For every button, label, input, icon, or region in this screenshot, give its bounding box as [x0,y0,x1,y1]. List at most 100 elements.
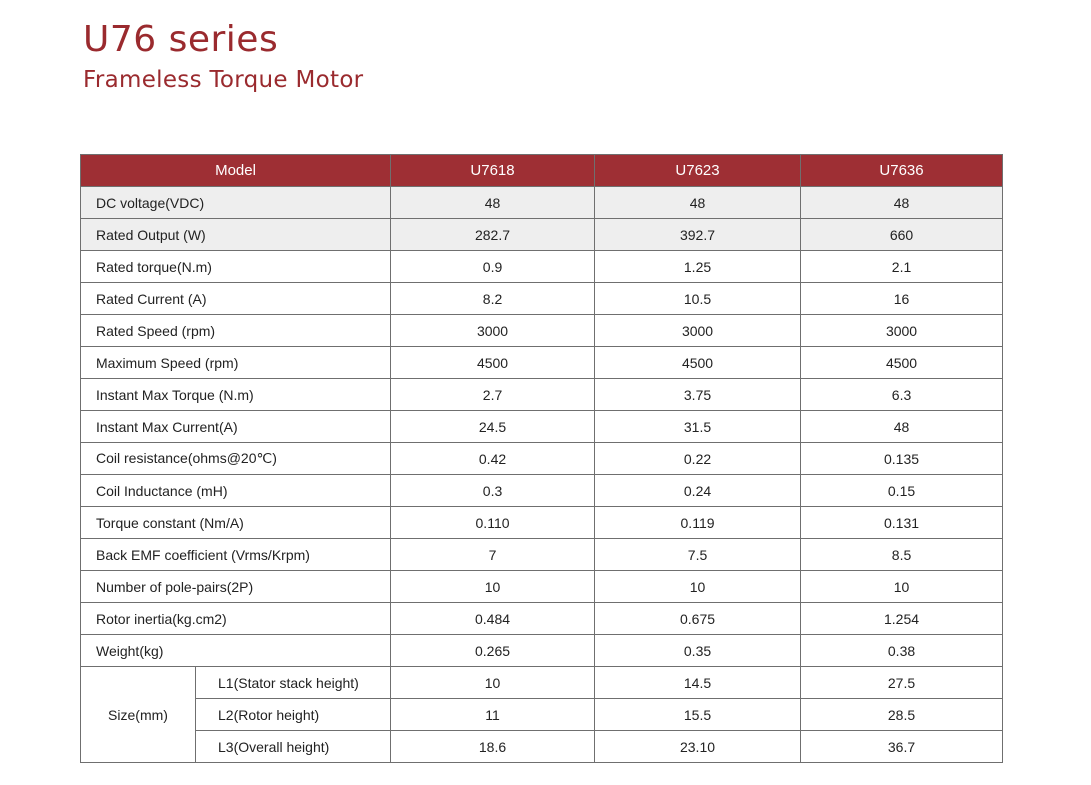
row-label: Rated Speed (rpm) [79,314,392,347]
row-label: Coil Inductance (mH) [79,474,392,507]
cell-value: 0.110 [390,506,596,539]
cell-value: 0.24 [594,474,802,507]
cell-value: 392.7 [594,218,802,251]
cell-value: 10 [390,570,596,603]
cell-value: 23.10 [594,730,802,763]
table-row: Size(mm) L1(Stator stack height) 10 14.5… [80,666,1004,763]
table-row: Torque constant (Nm/A) 0.110 0.119 0.131 [79,506,1004,539]
spec-table: Model U7618 U7623 U7636 DC voltage(VDC) … [79,154,1004,763]
row-sublabel: L2(Rotor height) [194,698,392,731]
cell-value: 3000 [594,314,802,347]
cell-value: 0.675 [594,602,802,635]
cell-value: 10 [594,570,802,603]
row-label: Rated Current (A) [79,282,392,315]
cell-value: 0.265 [390,634,596,667]
page-title: U76 series [83,19,279,60]
cell-value: 282.7 [390,218,596,251]
cell-value: 0.22 [594,442,802,475]
cell-value: 8.2 [390,282,596,315]
table-row: Weight(kg) 0.265 0.35 0.38 [79,634,1004,667]
cell-value: 14.5 [594,666,802,699]
table-row: L2(Rotor height) 11 15.5 28.5 [81,698,1004,731]
cell-value: 36.7 [800,730,1004,763]
spec-table-body: DC voltage(VDC) 48 48 48 Rated Output (W… [79,186,1004,763]
row-sublabel: L3(Overall height) [194,730,392,763]
table-row: Rated Output (W) 282.7 392.7 660 [79,218,1004,251]
cell-value: 3.75 [594,378,802,411]
header-row: Model U7618 U7623 U7636 [79,154,1004,187]
cell-value: 7 [390,538,596,571]
cell-value: 0.38 [800,634,1004,667]
model-u7636-header: U7636 [800,154,1004,187]
page-subtitle: Frameless Torque Motor [83,67,364,93]
cell-value: 0.135 [800,442,1004,475]
cell-value: 0.35 [594,634,802,667]
table-row: Rated torque(N.m) 0.9 1.25 2.1 [79,250,1004,283]
cell-value: 15.5 [594,698,802,731]
cell-value: 31.5 [594,410,802,443]
cell-value: 11 [390,698,596,731]
model-header: Model [79,154,392,187]
cell-value: 1.25 [594,250,802,283]
cell-value: 2.1 [800,250,1004,283]
spec-table-header: Model U7618 U7623 U7636 [79,154,1004,187]
cell-value: 48 [800,410,1004,443]
table-row: Instant Max Current(A) 24.5 31.5 48 [79,410,1004,443]
cell-value: 0.131 [800,506,1004,539]
cell-value: 4500 [800,346,1004,379]
row-label: Maximum Speed (rpm) [79,346,392,379]
cell-value: 8.5 [800,538,1004,571]
cell-value: 16 [800,282,1004,315]
cell-value: 48 [594,186,802,219]
table-row: Coil Inductance (mH) 0.3 0.24 0.15 [79,474,1004,507]
cell-value: 10.5 [594,282,802,315]
row-label: DC voltage(VDC) [79,186,392,219]
table-row: Maximum Speed (rpm) 4500 4500 4500 [79,346,1004,379]
cell-value: 3000 [390,314,596,347]
cell-value: 48 [390,186,596,219]
table-row: Rotor inertia(kg.cm2) 0.484 0.675 1.254 [79,602,1004,635]
row-label: Coil resistance(ohms@20℃) [79,442,392,475]
row-label: Instant Max Current(A) [79,410,392,443]
cell-value: 27.5 [800,666,1004,699]
table-row: Coil resistance(ohms@20℃) 0.42 0.22 0.13… [79,442,1004,475]
cell-value: 3000 [800,314,1004,347]
cell-value: 4500 [390,346,596,379]
row-label: Number of pole-pairs(2P) [79,570,392,603]
cell-value: 6.3 [800,378,1004,411]
cell-value: 28.5 [800,698,1004,731]
cell-value: 10 [800,570,1004,603]
cell-value: 2.7 [390,378,596,411]
model-u7623-header: U7623 [594,154,802,187]
cell-value: 0.15 [800,474,1004,507]
cell-value: 0.3 [390,474,596,507]
table-row: L3(Overall height) 18.6 23.10 36.7 [81,730,1004,763]
row-label: Rated torque(N.m) [79,250,392,283]
cell-value: 48 [800,186,1004,219]
table-row: Rated Speed (rpm) 3000 3000 3000 [79,314,1004,347]
cell-value: 0.9 [390,250,596,283]
row-label: Torque constant (Nm/A) [79,506,392,539]
cell-value: 0.119 [594,506,802,539]
table-row: Instant Max Torque (N.m) 2.7 3.75 6.3 [79,378,1004,411]
size-group-label: Size(mm) [80,666,196,763]
row-label: Instant Max Torque (N.m) [79,378,392,411]
cell-value: 660 [800,218,1004,251]
cell-value: 4500 [594,346,802,379]
model-u7618-header: U7618 [390,154,596,187]
row-label: Weight(kg) [79,634,392,667]
row-label: Rotor inertia(kg.cm2) [79,602,392,635]
cell-value: 10 [390,666,596,699]
cell-value: 18.6 [390,730,596,763]
cell-value: 0.484 [390,602,596,635]
row-sublabel: L1(Stator stack height) [194,666,392,699]
cell-value: 0.42 [390,442,596,475]
table-row: Rated Current (A) 8.2 10.5 16 [79,282,1004,315]
cell-value: 1.254 [800,602,1004,635]
row-label: Back EMF coefficient (Vrms/Krpm) [79,538,392,571]
cell-value: 7.5 [594,538,802,571]
row-label: Rated Output (W) [79,218,392,251]
table-row: Back EMF coefficient (Vrms/Krpm) 7 7.5 8… [79,538,1004,571]
table-row: DC voltage(VDC) 48 48 48 [79,186,1004,219]
cell-value: 24.5 [390,410,596,443]
